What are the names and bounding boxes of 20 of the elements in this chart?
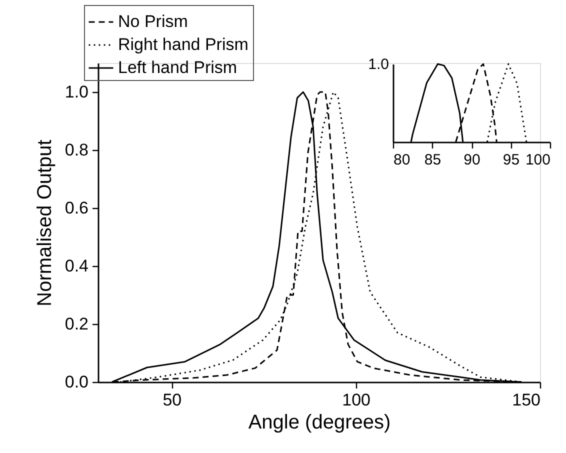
legend-label: Left hand Prism <box>118 58 238 77</box>
x-axis-title: Angle (degrees) <box>248 412 391 434</box>
x-tick-label: 95 <box>502 152 520 168</box>
y-axis-title: Normalised Output <box>34 139 56 306</box>
y-tick-label: 0.8 <box>64 140 88 160</box>
annotation: 1.0 <box>368 56 389 73</box>
y-tick-label: 0.2 <box>64 314 88 334</box>
x-tick-label: 85 <box>424 152 442 168</box>
legend-label: No Prism <box>118 12 188 31</box>
x-tick-label: 80 <box>394 152 410 168</box>
x-tick-label: 100 <box>525 152 550 168</box>
x-tick-label: 150 <box>512 390 540 410</box>
y-tick-label: 0.4 <box>64 256 88 276</box>
y-tick-label: 1.0 <box>64 82 88 102</box>
x-tick-label: 50 <box>162 390 182 410</box>
x-tick-label: 90 <box>464 152 480 168</box>
y-tick-label: 0.0 <box>64 372 88 392</box>
x-tick-label: 100 <box>342 390 371 410</box>
y-tick-label: 0.6 <box>64 198 88 218</box>
legend-label: Right hand Prism <box>118 35 248 54</box>
